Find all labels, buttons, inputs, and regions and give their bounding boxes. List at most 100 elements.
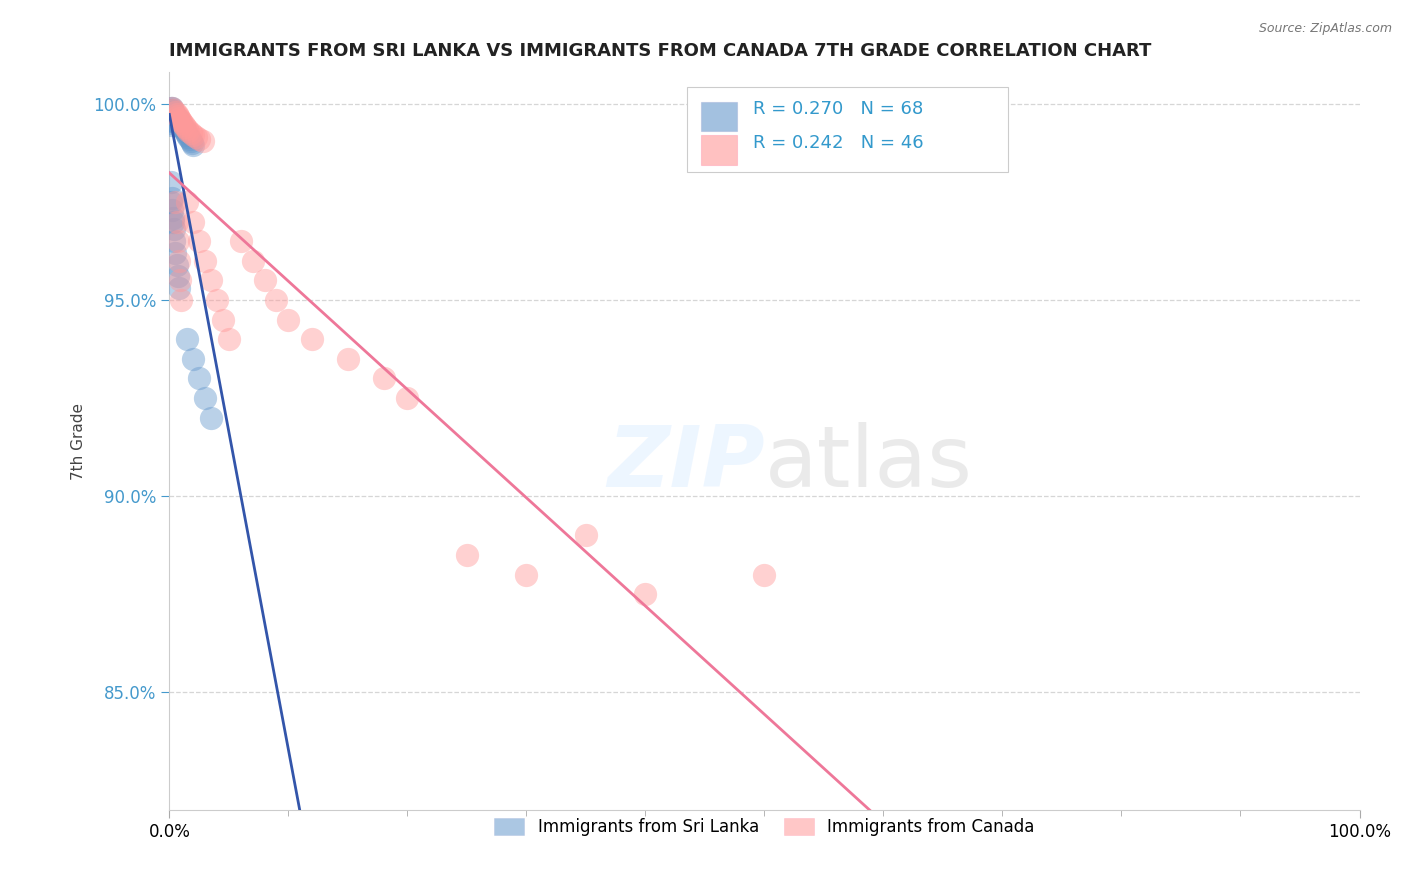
Point xyxy=(165,111,187,125)
Point xyxy=(162,111,184,125)
Point xyxy=(160,104,183,119)
Point xyxy=(167,111,190,125)
Point xyxy=(160,101,183,115)
Point xyxy=(163,112,186,127)
Point xyxy=(188,371,211,385)
Point xyxy=(169,116,191,130)
Point xyxy=(162,112,184,127)
Point xyxy=(159,116,181,130)
Legend: Immigrants from Sri Lanka, Immigrants from Canada: Immigrants from Sri Lanka, Immigrants fr… xyxy=(488,811,1042,842)
Point xyxy=(173,119,195,133)
Point xyxy=(159,111,181,125)
Point xyxy=(170,114,193,128)
Text: IMMIGRANTS FROM SRI LANKA VS IMMIGRANTS FROM CANADA 7TH GRADE CORRELATION CHART: IMMIGRANTS FROM SRI LANKA VS IMMIGRANTS … xyxy=(169,42,1152,60)
Point xyxy=(179,132,201,146)
Point xyxy=(167,281,190,295)
Text: Source: ZipAtlas.com: Source: ZipAtlas.com xyxy=(1258,22,1392,36)
FancyBboxPatch shape xyxy=(688,87,1008,172)
FancyBboxPatch shape xyxy=(702,135,737,165)
Point xyxy=(162,106,184,120)
Point xyxy=(165,112,187,127)
Point xyxy=(166,234,188,248)
Point xyxy=(170,120,193,135)
Point xyxy=(173,120,195,135)
Point xyxy=(165,246,187,260)
Point xyxy=(159,104,181,119)
Point xyxy=(159,109,181,123)
Point xyxy=(159,194,181,209)
Point xyxy=(177,130,200,145)
Point xyxy=(194,391,217,405)
Point xyxy=(159,175,181,189)
Point xyxy=(575,528,598,542)
Point xyxy=(167,114,190,128)
Point xyxy=(159,106,181,120)
Point xyxy=(163,234,186,248)
Point xyxy=(396,391,419,405)
Point xyxy=(159,103,181,117)
Point xyxy=(160,111,183,125)
Point xyxy=(181,138,204,153)
Point xyxy=(194,253,217,268)
Point xyxy=(173,122,195,136)
Point xyxy=(162,211,184,225)
Point xyxy=(169,273,191,287)
Text: ZIP: ZIP xyxy=(607,422,765,505)
Point xyxy=(754,567,776,582)
Point xyxy=(166,114,188,128)
Point xyxy=(159,112,181,127)
Point xyxy=(176,122,198,136)
FancyBboxPatch shape xyxy=(702,102,737,131)
Point xyxy=(162,104,184,119)
Point xyxy=(163,222,186,236)
Point xyxy=(212,312,235,326)
Point xyxy=(180,126,202,140)
Point xyxy=(166,214,188,228)
Point xyxy=(181,136,204,150)
Point xyxy=(166,111,188,125)
Point xyxy=(277,312,299,326)
Point xyxy=(172,116,194,130)
Point xyxy=(242,253,264,268)
Point xyxy=(200,273,222,287)
Point xyxy=(180,134,202,148)
Point xyxy=(167,116,190,130)
Point xyxy=(181,351,204,366)
Text: atlas: atlas xyxy=(765,422,973,505)
Point xyxy=(172,120,194,135)
Point xyxy=(165,104,187,119)
Point xyxy=(176,332,198,346)
Text: R = 0.242   N = 46: R = 0.242 N = 46 xyxy=(752,134,924,152)
Point xyxy=(162,109,184,123)
Point xyxy=(191,134,214,148)
Point xyxy=(181,214,204,228)
Point xyxy=(634,587,657,601)
Point xyxy=(160,202,183,217)
Point xyxy=(200,410,222,425)
Point xyxy=(184,130,207,145)
Point xyxy=(160,106,183,120)
Point xyxy=(229,234,252,248)
Text: R = 0.270   N = 68: R = 0.270 N = 68 xyxy=(752,100,922,119)
Point xyxy=(170,119,193,133)
Point xyxy=(253,273,276,287)
Point xyxy=(160,109,183,123)
Point xyxy=(166,112,188,127)
Y-axis label: 7th Grade: 7th Grade xyxy=(72,403,86,480)
Point xyxy=(166,269,188,284)
Point xyxy=(165,194,187,209)
Point xyxy=(515,567,537,582)
Point xyxy=(181,128,204,143)
Point xyxy=(188,234,211,248)
Point xyxy=(166,258,188,272)
Point xyxy=(205,293,228,307)
Point xyxy=(160,191,183,205)
Point xyxy=(218,332,240,346)
Point xyxy=(163,109,186,123)
Point xyxy=(173,124,195,138)
Point xyxy=(162,214,184,228)
Point xyxy=(162,103,184,117)
Point xyxy=(177,124,200,138)
Point xyxy=(174,126,197,140)
Point xyxy=(169,119,191,133)
